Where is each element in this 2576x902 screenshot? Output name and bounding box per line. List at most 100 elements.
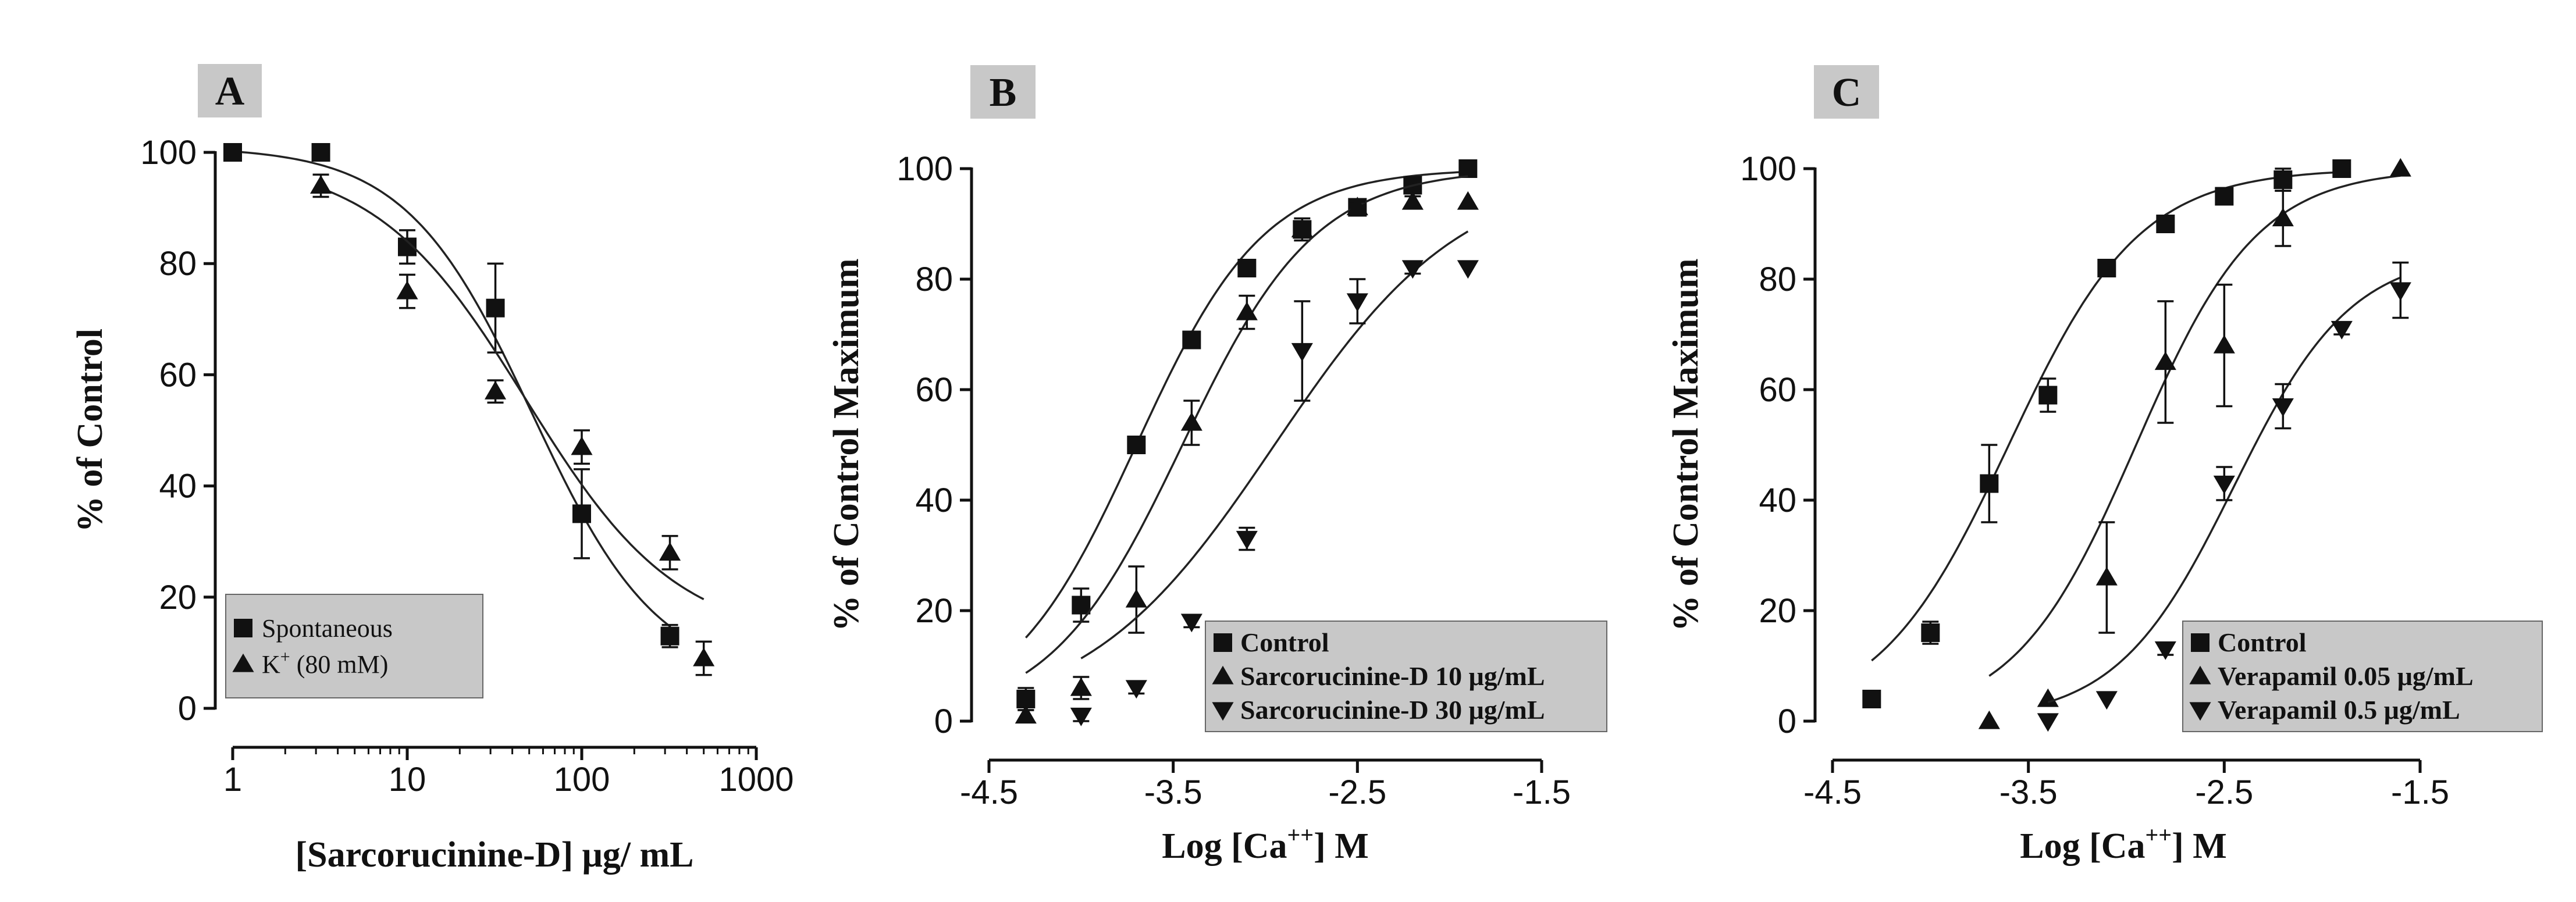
fit-curve	[320, 187, 705, 600]
data-point	[2038, 386, 2058, 405]
data-point	[1125, 589, 1147, 608]
y-tick-label: 80	[1759, 261, 1796, 298]
data-point	[2273, 170, 2293, 189]
data-point	[1401, 191, 1424, 210]
legend: Control Verapamil 0.05 μg/mL Verapamil 0.5…	[2182, 621, 2543, 732]
data-point	[1457, 191, 1479, 210]
legend-label: Sarcorucinine-D 30 μg/mL	[1240, 695, 1545, 725]
data-point	[2095, 566, 2118, 586]
data-point	[1180, 614, 1202, 633]
y-tick-label: 100	[896, 150, 953, 188]
y-axis-title: % of Control Maximum	[1666, 258, 1706, 631]
x-tick-label: -3.5	[1999, 773, 2058, 811]
legend-marker	[1212, 665, 1234, 684]
fit-curve	[2047, 276, 2401, 704]
data-point	[2097, 259, 2116, 277]
legend-box	[225, 594, 483, 698]
data-point	[1346, 293, 1368, 312]
data-point	[2095, 691, 2118, 710]
legend-label: Spontaneous	[262, 614, 393, 643]
data-point	[2215, 187, 2234, 206]
x-tick-label: -2.5	[2195, 773, 2253, 811]
data-point	[1236, 301, 1258, 320]
panel-label: C	[1832, 70, 1862, 115]
y-tick-label: 60	[159, 356, 197, 394]
series-0	[1862, 159, 2351, 708]
chart-panel-c: C 0 20 40 60 80 100 -4.5 -3.5 -2.5 -1.5 % of Contro…	[1666, 65, 2543, 866]
series-2	[1070, 230, 1479, 726]
x-axis-title: [Sarcorucinine-D] μg/ mL	[296, 835, 694, 875]
panel-label-box	[970, 65, 1036, 119]
series-1	[1978, 158, 2411, 729]
legend-label: Control	[1240, 628, 1329, 657]
data-point	[2037, 713, 2059, 732]
y-tick-label: 100	[140, 134, 197, 172]
y-tick-label: 0	[1778, 703, 1796, 740]
fit-curve	[1080, 230, 1469, 659]
data-point	[1125, 680, 1147, 699]
legend: Spontaneous K+ (80 mM)	[225, 594, 483, 698]
data-point	[2154, 641, 2176, 660]
x-tick-label: -2.5	[1328, 773, 1386, 811]
data-point	[1070, 677, 1092, 696]
y-tick-label: 40	[159, 468, 197, 505]
legend-marker	[232, 653, 254, 672]
x-tick-label: 1	[223, 761, 242, 798]
data-point	[1291, 343, 1313, 362]
legend-label: Sarcorucinine-D 10 μg/mL	[1240, 661, 1545, 691]
chart-panel-b: B 0 20 40 60 80 100 -4.5 -3.5 -2.5 -1.5 % of Contro…	[827, 65, 1607, 866]
data-point	[2037, 688, 2059, 707]
data-point	[1980, 474, 1999, 493]
data-point	[1237, 259, 1257, 277]
fit-curve	[1024, 170, 1468, 639]
y-axis-title: % of Control	[70, 329, 110, 532]
legend-label: Control	[2218, 628, 2307, 657]
data-point	[1070, 707, 1092, 726]
data-point	[1182, 330, 1201, 350]
y-tick-label: 40	[915, 482, 953, 519]
data-point	[1862, 690, 1881, 708]
x-tick-label: -4.5	[1803, 773, 1862, 811]
data-point	[2154, 351, 2176, 370]
legend-marker	[1214, 633, 1232, 652]
series-0	[223, 143, 679, 648]
y-tick-label: 60	[915, 371, 953, 409]
legend-marker	[2189, 702, 2211, 721]
panel-label-box	[198, 64, 262, 117]
x-tick-label: -4.5	[960, 773, 1018, 811]
y-tick-label: 20	[915, 592, 953, 630]
data-point	[1072, 596, 1091, 615]
data-point	[2213, 475, 2235, 494]
legend: Control Sarcorucinine-D 10 μg/mL Sarcoruci…	[1205, 621, 1607, 732]
panel-label: B	[990, 70, 1017, 115]
chart-panel-a: A 0 20 40 60 80 100 1 10 100 1000 % of Control [Sarc…	[70, 64, 794, 875]
data-point	[1978, 710, 2000, 729]
data-point	[2213, 334, 2235, 354]
data-point	[1015, 705, 1037, 724]
y-tick-label: 80	[159, 245, 197, 283]
y-tick-label: 0	[178, 690, 197, 728]
data-point	[2272, 208, 2294, 227]
y-tick-label: 60	[1759, 371, 1796, 409]
x-tick-label: -1.5	[1513, 773, 1571, 811]
data-point	[572, 504, 591, 523]
panel-label-box	[1814, 65, 1879, 119]
x-tick-label: 100	[554, 761, 610, 798]
y-tick-label: 0	[934, 703, 953, 740]
x-axis-title: Log [Ca++] M	[1162, 822, 1369, 866]
legend-marker	[1212, 702, 1234, 721]
data-point	[1127, 436, 1146, 454]
data-point	[659, 542, 681, 561]
data-point	[2389, 158, 2411, 177]
data-point	[2156, 215, 2175, 233]
series-1	[309, 173, 715, 676]
data-point	[223, 143, 242, 162]
data-point	[571, 436, 593, 455]
data-point	[1401, 260, 1424, 279]
data-point	[1291, 219, 1313, 238]
data-point	[311, 143, 330, 162]
data-point	[2389, 282, 2411, 301]
legend-box	[1205, 621, 1607, 732]
legend-box	[2182, 621, 2543, 732]
